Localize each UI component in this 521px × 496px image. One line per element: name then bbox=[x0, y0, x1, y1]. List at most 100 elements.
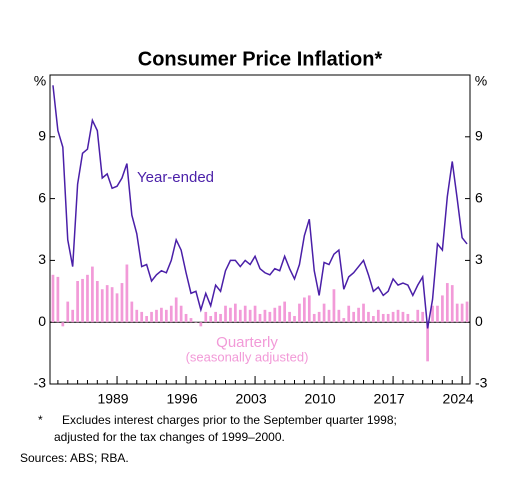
bar bbox=[169, 305, 173, 323]
bar bbox=[214, 311, 217, 323]
annotation: Year-ended bbox=[137, 169, 214, 186]
y-tick-label: 3 bbox=[475, 251, 483, 267]
bar bbox=[209, 316, 213, 323]
bar bbox=[120, 283, 124, 323]
y-tick-label: -3 bbox=[34, 375, 47, 391]
line bbox=[52, 85, 468, 329]
plot-frame bbox=[49, 74, 471, 385]
bar bbox=[317, 311, 321, 323]
bar bbox=[347, 305, 351, 323]
bar bbox=[460, 303, 464, 323]
bar bbox=[352, 311, 356, 323]
y-tick-label: 0 bbox=[38, 313, 46, 329]
bar bbox=[66, 301, 70, 323]
x-tick-label: 1996 bbox=[166, 391, 197, 407]
bar bbox=[441, 295, 444, 323]
bar bbox=[160, 307, 163, 323]
bar bbox=[233, 303, 237, 323]
bar bbox=[86, 274, 89, 323]
annotation: Quarterly bbox=[216, 334, 278, 351]
bar bbox=[450, 285, 454, 323]
bar bbox=[71, 309, 75, 323]
bar bbox=[179, 305, 183, 323]
bar bbox=[184, 313, 188, 323]
bar bbox=[204, 311, 208, 323]
bar bbox=[125, 264, 129, 323]
bar bbox=[332, 289, 336, 323]
x-tick-label: 2003 bbox=[235, 391, 266, 407]
bar bbox=[431, 305, 434, 323]
x-tick-label: 2010 bbox=[305, 391, 336, 407]
notes: * Excludes interest charges prior to the … bbox=[20, 412, 397, 467]
bar bbox=[327, 309, 331, 323]
bar bbox=[436, 305, 439, 323]
y-unit-left: % bbox=[34, 73, 46, 89]
bar bbox=[194, 322, 198, 323]
bar bbox=[362, 303, 365, 323]
bar bbox=[465, 301, 469, 323]
bar bbox=[224, 305, 227, 323]
bar bbox=[396, 309, 400, 323]
bar bbox=[253, 305, 257, 323]
bar bbox=[391, 311, 395, 323]
bar bbox=[342, 318, 346, 323]
bar bbox=[145, 316, 148, 323]
bar bbox=[406, 313, 410, 323]
y-tick-label: 9 bbox=[475, 128, 483, 144]
bar bbox=[76, 281, 79, 323]
bar bbox=[322, 303, 326, 323]
bar bbox=[130, 301, 134, 323]
bar bbox=[238, 309, 242, 323]
bar bbox=[283, 301, 287, 323]
bar bbox=[263, 309, 267, 323]
bar bbox=[150, 311, 153, 323]
bar bbox=[288, 311, 291, 323]
bar bbox=[140, 311, 144, 323]
bar bbox=[91, 266, 94, 323]
chart-title: Consumer Price Inflation* bbox=[138, 48, 383, 70]
x-tick-label: 2017 bbox=[374, 391, 405, 407]
bar bbox=[199, 322, 203, 327]
bar bbox=[100, 289, 104, 323]
x-tick-label: 2024 bbox=[443, 391, 474, 407]
bar bbox=[81, 278, 84, 323]
bar bbox=[258, 313, 262, 323]
bar bbox=[312, 313, 316, 323]
bar bbox=[401, 311, 405, 323]
bar bbox=[95, 281, 99, 323]
bar bbox=[219, 313, 222, 323]
bar bbox=[105, 285, 109, 323]
bar bbox=[229, 307, 232, 323]
y-tick-label: 0 bbox=[475, 313, 483, 329]
bar bbox=[268, 311, 272, 323]
bar bbox=[135, 309, 139, 323]
bar bbox=[155, 309, 158, 323]
bar bbox=[248, 309, 252, 323]
bar bbox=[367, 311, 370, 323]
bar bbox=[357, 307, 360, 323]
bar bbox=[386, 313, 390, 323]
bar bbox=[243, 305, 247, 323]
y-tick-label: 6 bbox=[475, 189, 483, 205]
bar bbox=[455, 303, 459, 323]
bar bbox=[174, 297, 178, 323]
bar bbox=[115, 293, 119, 323]
bar bbox=[381, 313, 385, 323]
bar bbox=[110, 287, 114, 323]
footnote: adjusted for the tax changes of 1999–200… bbox=[54, 430, 285, 444]
bar bbox=[51, 274, 55, 323]
y-tick-label: -3 bbox=[475, 375, 488, 391]
footnote: Excludes interest charges prior to the S… bbox=[62, 413, 397, 427]
x-tick-label: 1989 bbox=[97, 391, 128, 407]
y-tick-label: 6 bbox=[38, 189, 46, 205]
bar bbox=[303, 297, 306, 323]
chart: Consumer Price Inflation* % % Year-ended… bbox=[34, 48, 488, 407]
bar bbox=[376, 309, 380, 323]
bar bbox=[307, 295, 311, 323]
bar bbox=[273, 307, 277, 323]
bar bbox=[189, 318, 193, 323]
y-tick-label: 3 bbox=[38, 251, 46, 267]
bar bbox=[421, 311, 425, 323]
y-unit-right: % bbox=[475, 73, 487, 89]
bar bbox=[445, 283, 449, 323]
